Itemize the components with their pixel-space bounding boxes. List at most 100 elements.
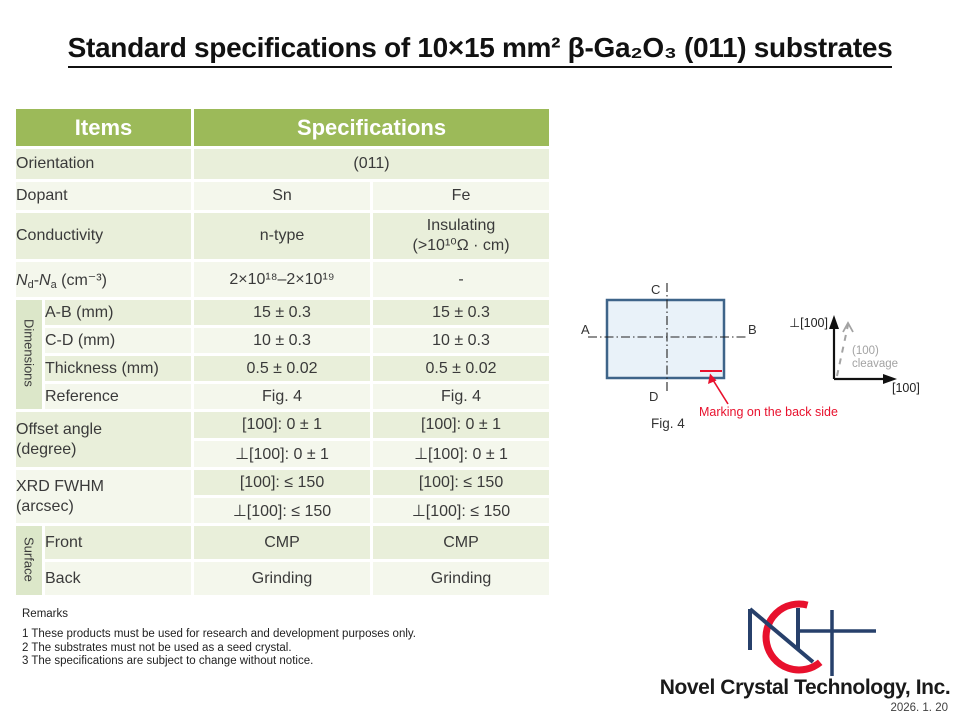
offset-100-sn: [100]: 0 ± 1: [194, 412, 371, 438]
carrier-label-part: (cm⁻³): [56, 271, 107, 289]
cleavage-arrow: [836, 324, 849, 377]
surface-front-label: Front: [45, 526, 192, 559]
xrd-label: XRD FWHM (arcsec): [16, 470, 192, 523]
table-row: XRD FWHM (arcsec) [100]: ≤ 150 [100]: ≤ 1…: [16, 470, 550, 523]
dim-cd-sn: 10 ± 0.3: [194, 328, 371, 353]
surface-front-sn: CMP: [194, 526, 371, 559]
page-title: Standard specifications of 10×15 mm² β-G…: [67, 32, 893, 68]
slide-date: 2026. 1. 20: [890, 702, 948, 714]
carrier-label: Nd-Na (cm⁻³): [16, 262, 192, 297]
xrd-label-line1: XRD FWHM: [16, 477, 104, 495]
carrier-label-part: a: [50, 278, 57, 291]
dim-ab-fe: 15 ± 0.3: [373, 300, 550, 325]
xrd-100-sn: [100]: ≤ 150: [194, 470, 371, 495]
table-row: Thickness (mm) 0.5 ± 0.02 0.5 ± 0.02: [16, 356, 550, 381]
carrier-label-part: N: [39, 271, 51, 289]
table-row: Dimensions A-B (mm) 15 ± 0.3 15 ± 0.3: [16, 300, 550, 409]
table-row: Dopant Sn Fe: [16, 182, 550, 210]
remarks-line-1: 1 These products must be used for resear…: [22, 628, 416, 640]
xrd-perp100-sn: ⊥[100]: ≤ 150: [194, 498, 371, 523]
dim-reference-fe: Fig. 4: [373, 384, 550, 409]
group-surface: Surface: [16, 526, 42, 595]
carrier-label-part: N: [16, 271, 28, 289]
offset-angle-label: Offset angle (degree): [16, 412, 192, 467]
remarks: Remarks 1 These products must be used fo…: [22, 608, 416, 669]
offset-100-fe: [100]: 0 ± 1: [373, 412, 550, 438]
dim-reference-sn: Fig. 4: [194, 384, 371, 409]
table-row: C-D (mm) 10 ± 0.3 10 ± 0.3: [16, 328, 550, 353]
dopant-sn: Sn: [194, 182, 371, 210]
table-row: ⊥[100]: 0 ± 1 ⊥[100]: 0 ± 1: [16, 441, 550, 467]
header-items: Items: [16, 109, 192, 146]
logo-c-icon: [762, 600, 823, 674]
label-c: C: [651, 282, 660, 297]
logo-t-icon: [799, 610, 876, 676]
dopant-label: Dopant: [16, 182, 192, 210]
figure-4: A B C D Marking on the back side Fig. 4 …: [581, 282, 920, 431]
table-row: Nd-Na (cm⁻³) 2×10¹⁸–2×10¹⁹ -: [16, 262, 550, 297]
title-wrap: Standard specifications of 10×15 mm² β-G…: [0, 32, 960, 68]
cleavage-label-line1: (100): [852, 345, 879, 357]
surface-front-fe: CMP: [373, 526, 550, 559]
logo-n-icon: [748, 607, 815, 664]
conductivity-fe-line2: (>10¹⁰Ω · cm): [412, 237, 510, 254]
carrier-label-part: -: [33, 271, 40, 289]
dim-cd-fe: 10 ± 0.3: [373, 328, 550, 353]
table-row: Conductivity n-type Insulating (>10¹⁰Ω · …: [16, 213, 550, 259]
nct-logo: [748, 600, 876, 676]
spec-table: Items Specifications Orientation (011) D…: [13, 106, 552, 598]
group-dimensions-label: Dimensions: [21, 319, 37, 387]
conductivity-fe-line1: Insulating: [426, 217, 496, 234]
dopant-fe: Fe: [373, 182, 550, 210]
xrd-perp100-fe: ⊥[100]: ≤ 150: [373, 498, 550, 523]
dim-cd-label: C-D (mm): [45, 328, 192, 353]
dim-thickness-sn: 0.5 ± 0.02: [194, 356, 371, 381]
orientation-label: Orientation: [16, 149, 192, 179]
label-b: B: [748, 322, 757, 337]
group-surface-label: Surface: [21, 536, 37, 582]
dim-thickness-fe: 0.5 ± 0.02: [373, 356, 550, 381]
marking-arrowhead: [708, 373, 717, 384]
carrier-fe: -: [373, 262, 550, 297]
group-dimensions: Dimensions: [16, 300, 42, 409]
dim-ab-sn: 15 ± 0.3: [194, 300, 371, 325]
xrd-100-fe: [100]: ≤ 150: [373, 470, 550, 495]
orientation-value: (011): [194, 149, 550, 179]
table-row: ⊥[100]: ≤ 150 ⊥[100]: ≤ 150: [16, 498, 550, 523]
offset-angle-label-line2: (degree): [16, 440, 77, 458]
remarks-line-3: 3 The specifications are subject to chan…: [22, 655, 314, 667]
cleavage-label-line2: cleavage: [852, 358, 898, 370]
horizontal-axis-arrowhead: [883, 374, 897, 384]
table-row: Orientation (011): [16, 149, 550, 179]
substrate-rectangle: [605, 298, 726, 380]
cleavage-arrowhead: [842, 321, 854, 333]
dim-thickness-label: Thickness (mm): [45, 356, 192, 381]
conductivity-sn: n-type: [194, 213, 371, 259]
label-d: D: [649, 389, 658, 404]
remarks-title: Remarks: [22, 608, 69, 620]
xrd-label-line2: (arcsec): [16, 497, 74, 515]
vertical-axis-label: ⊥[100]: [789, 316, 828, 330]
conductivity-fe: Insulating (>10¹⁰Ω · cm): [373, 213, 550, 259]
dim-ab-label: A-B (mm): [45, 300, 192, 325]
offset-perp100-fe: ⊥[100]: 0 ± 1: [373, 441, 550, 467]
vertical-axis-arrowhead: [829, 315, 839, 329]
surface-back-fe: Grinding: [373, 562, 550, 595]
remarks-line-2: 2 The substrates must not be used as a s…: [22, 641, 292, 654]
surface-back-label: Back: [45, 562, 192, 595]
marking-note: Marking on the back side: [699, 405, 838, 419]
table-row: Surface Front CMP CMP: [16, 526, 550, 595]
table-row: Back Grinding Grinding: [16, 562, 550, 595]
carrier-sn: 2×10¹⁸–2×10¹⁹: [194, 262, 371, 297]
surface-back-sn: Grinding: [194, 562, 371, 595]
marking-arrow: [712, 379, 729, 405]
label-a: A: [581, 322, 590, 337]
carrier-label-part: d: [27, 278, 34, 291]
conductivity-label: Conductivity: [16, 213, 192, 259]
offset-angle-label-line1: Offset angle: [16, 420, 102, 438]
header-specifications: Specifications: [194, 109, 550, 146]
table-header-row: Items Specifications: [16, 109, 550, 146]
offset-perp100-sn: ⊥[100]: 0 ± 1: [194, 441, 371, 467]
company-name: Novel Crystal Technology, Inc.: [659, 676, 951, 699]
